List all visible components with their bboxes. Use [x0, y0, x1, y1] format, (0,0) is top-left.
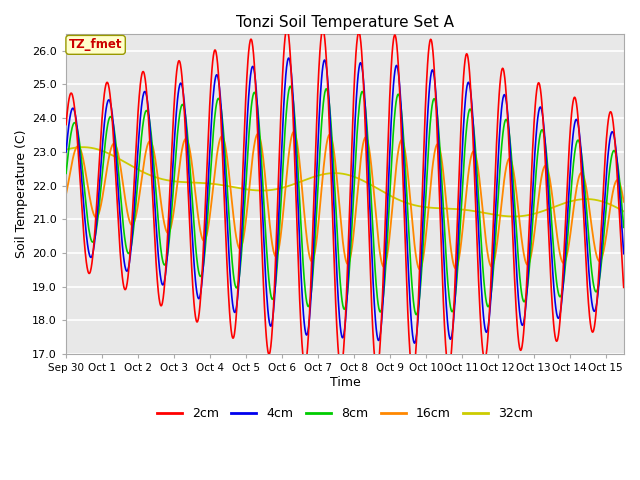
Text: TZ_fmet: TZ_fmet: [69, 38, 122, 51]
Y-axis label: Soil Temperature (C): Soil Temperature (C): [15, 130, 28, 258]
Title: Tonzi Soil Temperature Set A: Tonzi Soil Temperature Set A: [236, 15, 454, 30]
X-axis label: Time: Time: [330, 376, 360, 389]
Legend: 2cm, 4cm, 8cm, 16cm, 32cm: 2cm, 4cm, 8cm, 16cm, 32cm: [152, 402, 538, 425]
